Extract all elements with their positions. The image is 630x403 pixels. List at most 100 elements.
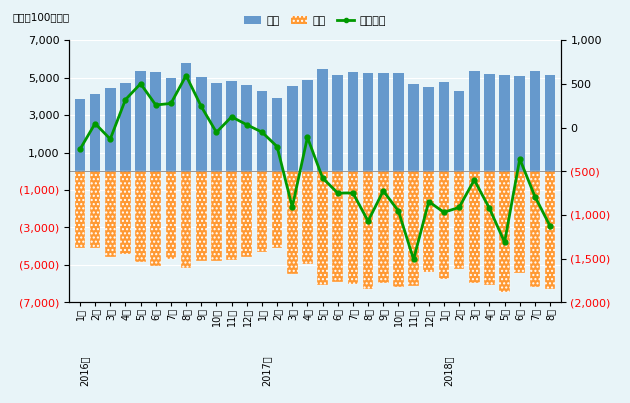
Bar <box>166 171 176 260</box>
貳易収支 <box>319 175 326 180</box>
貳易収支 <box>334 191 341 195</box>
Bar <box>393 171 404 287</box>
Line: 貳易収支: 貳易収支 <box>77 73 553 262</box>
Bar <box>226 171 237 260</box>
Bar <box>302 171 312 264</box>
貳易収支 <box>91 121 99 126</box>
Bar <box>423 171 434 272</box>
Bar <box>105 89 115 171</box>
貳易収支 <box>501 240 508 245</box>
貳易収支 <box>531 194 539 199</box>
Bar <box>89 171 100 248</box>
Bar <box>438 82 449 171</box>
貳易収支 <box>546 224 554 229</box>
Bar <box>256 171 267 253</box>
貳易収支 <box>349 191 357 195</box>
Bar <box>333 75 343 171</box>
Bar <box>363 171 374 289</box>
Bar <box>74 99 85 171</box>
Bar <box>454 91 464 171</box>
貳易収支 <box>137 81 144 86</box>
貳易収支 <box>273 144 281 149</box>
貳易収支 <box>243 123 251 127</box>
貳易収支 <box>394 209 402 214</box>
貳易収支 <box>304 135 311 140</box>
Text: 2016年: 2016年 <box>80 355 90 386</box>
Bar <box>408 84 419 171</box>
Bar <box>135 171 146 262</box>
Legend: 輸出, 輸入, 貳易収支: 輸出, 輸入, 貳易収支 <box>239 12 391 31</box>
Bar <box>181 63 192 171</box>
Bar <box>211 171 222 261</box>
Bar <box>181 171 192 268</box>
貳易収支 <box>516 156 524 161</box>
Bar <box>530 71 541 171</box>
貳易収支 <box>228 114 236 119</box>
Bar <box>515 76 525 171</box>
Bar <box>545 171 556 289</box>
Bar <box>105 171 115 257</box>
Bar <box>287 171 297 274</box>
Bar <box>211 83 222 171</box>
Bar <box>226 81 237 171</box>
Bar <box>89 94 100 171</box>
Bar <box>151 171 161 266</box>
Bar <box>484 75 495 171</box>
Bar <box>151 72 161 171</box>
貳易収支 <box>106 137 114 141</box>
Text: 2018年: 2018年 <box>444 355 454 386</box>
Bar <box>196 77 207 171</box>
Bar <box>120 171 131 254</box>
Bar <box>318 171 328 285</box>
貳易収支 <box>289 205 296 210</box>
Text: 単位：100万ドル: 単位：100万ドル <box>13 12 70 22</box>
貳易収支 <box>425 199 433 204</box>
Bar <box>454 171 464 268</box>
Bar <box>363 73 374 171</box>
貳易収支 <box>379 189 387 193</box>
貳易収支 <box>197 104 205 109</box>
Bar <box>74 171 85 248</box>
Bar <box>515 171 525 273</box>
Text: 2017年: 2017年 <box>262 355 272 386</box>
Bar <box>256 91 267 171</box>
Bar <box>423 87 434 171</box>
貳易収支 <box>471 177 478 182</box>
Bar <box>241 171 252 257</box>
Bar <box>166 78 176 171</box>
Bar <box>378 73 389 171</box>
Bar <box>318 69 328 171</box>
貳易収支 <box>258 130 266 135</box>
貳易収支 <box>213 130 220 135</box>
貳易収支 <box>410 257 417 262</box>
Bar <box>120 83 131 171</box>
Bar <box>499 171 510 292</box>
Bar <box>499 75 510 171</box>
貳易収支 <box>152 103 159 108</box>
Bar <box>272 98 282 171</box>
Bar <box>241 85 252 171</box>
貳易収支 <box>486 206 493 211</box>
Bar <box>484 171 495 285</box>
Bar <box>135 71 146 171</box>
貳易収支 <box>167 101 175 106</box>
Bar <box>378 171 389 283</box>
Bar <box>530 171 541 287</box>
Bar <box>408 171 419 287</box>
Bar <box>469 171 479 283</box>
Bar <box>272 171 282 248</box>
貳易収支 <box>122 97 129 102</box>
貳易収支 <box>76 147 84 152</box>
Bar <box>393 73 404 171</box>
Bar <box>348 72 358 171</box>
貳易収支 <box>182 73 190 78</box>
Bar <box>545 75 556 171</box>
貳易収支 <box>364 219 372 224</box>
Bar <box>196 171 207 261</box>
Bar <box>469 71 479 171</box>
Bar <box>302 80 312 171</box>
Bar <box>333 171 343 282</box>
Bar <box>438 171 449 278</box>
Bar <box>348 171 358 284</box>
Bar <box>287 86 297 171</box>
